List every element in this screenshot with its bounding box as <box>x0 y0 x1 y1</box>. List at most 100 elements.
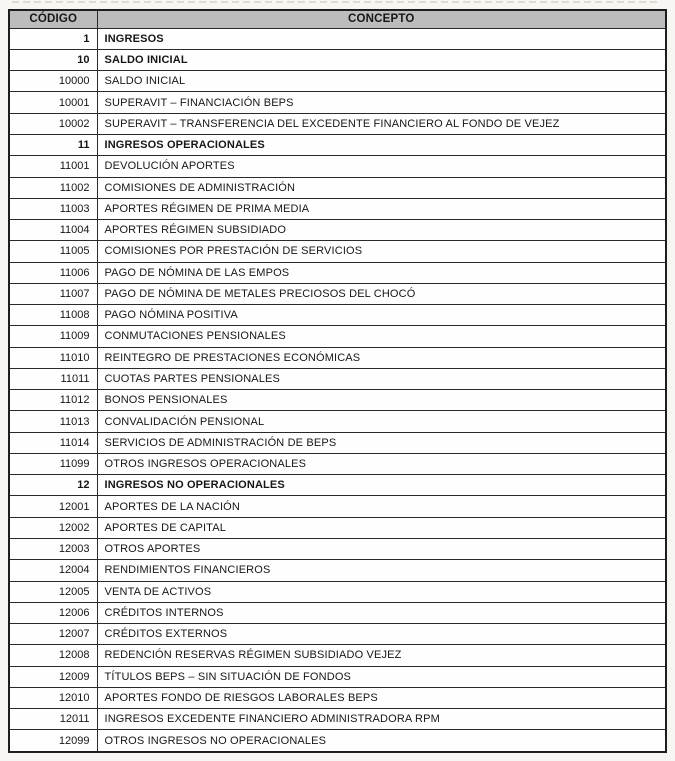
concepto-cell: PAGO NÓMINA POSITIVA <box>96 304 667 327</box>
codigo-cell: 10 <box>8 48 98 72</box>
concepto-cell: TÍTULOS BEPS – SIN SITUACIÓN DE FONDOS <box>96 665 667 688</box>
table-row: 12002 APORTES DE CAPITAL <box>8 516 667 540</box>
concepto-cell: OTROS INGRESOS OPERACIONALES <box>96 452 667 476</box>
codigo-cell: 11001 <box>8 155 98 178</box>
table-row: 11005 COMISIONES POR PRESTACIÓN DE SERVIC… <box>8 240 667 263</box>
concepto-cell: APORTES DE CAPITAL <box>96 516 667 540</box>
table-row: 12009 TÍTULOS BEPS – SIN SITUACIÓN DE FON… <box>8 665 667 688</box>
table-row: 10002 SUPERAVIT – TRANSFERENCIA DEL EXCED… <box>8 112 667 135</box>
concepto-cell: SALDO INICIAL <box>96 48 667 72</box>
table-row: 12099 OTROS INGRESOS NO OPERACIONALES <box>8 729 667 753</box>
table-row: 11002 COMISIONES DE ADMINISTRACIÓN <box>8 176 667 199</box>
codigo-cell: 11011 <box>8 367 98 391</box>
codigo-cell: 11006 <box>8 261 98 284</box>
concepto-cell: OTROS APORTES <box>96 538 667 561</box>
codigo-cell: 12007 <box>8 623 98 646</box>
codigo-cell: 12003 <box>8 538 98 561</box>
table-row: 12001 APORTES DE LA NACIÓN <box>8 495 667 518</box>
codigo-cell: 11013 <box>8 410 98 433</box>
codigo-cell: 11099 <box>8 452 98 476</box>
concepto-cell: CONMUTACIONES PENSIONALES <box>96 325 667 348</box>
concepto-cell: DEVOLUCIÓN APORTES <box>96 155 667 178</box>
column-header-concepto: CONCEPTO <box>96 9 667 29</box>
header-row: CÓDIGO CONCEPTO <box>8 9 667 29</box>
table-row: 11011 CUOTAS PARTES PENSIONALES <box>8 367 667 391</box>
codigo-cell: 11004 <box>8 219 98 242</box>
table-row: 10001 SUPERAVIT – FINANCIACIÓN BEPS <box>8 91 667 114</box>
table-row: 11006 PAGO DE NÓMINA DE LAS EMPOS <box>8 261 667 284</box>
table-row: 12011 INGRESOS EXCEDENTE FINANCIERO ADMIN… <box>8 708 667 731</box>
codigo-cell: 11009 <box>8 325 98 348</box>
table-row: 12 INGRESOS NO OPERACIONALES <box>8 474 667 497</box>
table-body: 1 INGRESOS 10 SALDO INICIAL 10000 SALDO INICI… <box>8 27 667 753</box>
concepto-cell: INGRESOS OPERACIONALES <box>96 133 667 157</box>
table-row: 12004 RENDIMIENTOS FINANCIEROS <box>8 559 667 582</box>
concepto-cell: SUPERAVIT – FINANCIACIÓN BEPS <box>96 91 667 114</box>
table-row: 12008 REDENCIÓN RESERVAS RÉGIMEN SUBSIDIA… <box>8 644 667 667</box>
concepto-cell: SALDO INICIAL <box>96 70 667 93</box>
codigo-cell: 12010 <box>8 686 98 710</box>
concepto-cell: SERVICIOS DE ADMINISTRACIÓN DE BEPS <box>96 431 667 454</box>
codigo-cell: 11014 <box>8 431 98 454</box>
table-row: 12007 CRÉDITOS EXTERNOS <box>8 623 667 646</box>
concepto-cell: INGRESOS EXCEDENTE FINANCIERO ADMINISTRA… <box>96 708 667 731</box>
concepto-cell: APORTES RÉGIMEN SUBSIDIADO <box>96 219 667 242</box>
codigo-cell: 12001 <box>8 495 98 518</box>
concepto-cell: CUOTAS PARTES PENSIONALES <box>96 367 667 391</box>
concepto-cell: CRÉDITOS EXTERNOS <box>96 623 667 646</box>
codigo-cell: 12005 <box>8 580 98 603</box>
table-row: 11012 BONOS PENSIONALES <box>8 389 667 412</box>
concepto-cell: APORTES DE LA NACIÓN <box>96 495 667 518</box>
concepto-cell: BONOS PENSIONALES <box>96 389 667 412</box>
table-row: 12006 CRÉDITOS INTERNOS <box>8 601 667 625</box>
table-row: 11009 CONMUTACIONES PENSIONALES <box>8 325 667 348</box>
codigo-cell: 10001 <box>8 91 98 114</box>
codigo-cell: 11005 <box>8 240 98 263</box>
budget-codes-table: CÓDIGO CONCEPTO 1 INGRESOS 10 SALDO INICIAL… <box>8 9 667 753</box>
codigo-cell: 12 <box>8 474 98 497</box>
codigo-cell: 10000 <box>8 70 98 93</box>
codigo-cell: 12009 <box>8 665 98 688</box>
concepto-cell: APORTES RÉGIMEN DE PRIMA MEDIA <box>96 197 667 221</box>
table-row: 11099 OTROS INGRESOS OPERACIONALES <box>8 452 667 476</box>
table-row: 11003 APORTES RÉGIMEN DE PRIMA MEDIA <box>8 197 667 221</box>
concepto-cell: INGRESOS <box>96 27 667 50</box>
table-row: 11007 PAGO DE NÓMINA DE METALES PRECIOSOS… <box>8 282 667 306</box>
concepto-cell: PAGO DE NÓMINA DE LAS EMPOS <box>96 261 667 284</box>
column-header-codigo: CÓDIGO <box>8 9 98 29</box>
table-row: 12010 APORTES FONDO DE RIESGOS LABORALES … <box>8 686 667 710</box>
table-row: 11014 SERVICIOS DE ADMINISTRACIÓN DE BEPS <box>8 431 667 454</box>
table-row: 11 INGRESOS OPERACIONALES <box>8 133 667 157</box>
concepto-cell: OTROS INGRESOS NO OPERACIONALES <box>96 729 667 753</box>
table-row: 12003 OTROS APORTES <box>8 538 667 561</box>
table-row: 12005 VENTA DE ACTIVOS <box>8 580 667 603</box>
codigo-cell: 12006 <box>8 601 98 625</box>
concepto-cell: CRÉDITOS INTERNOS <box>96 601 667 625</box>
table-row: 10 SALDO INICIAL <box>8 48 667 72</box>
table-row: 11001 DEVOLUCIÓN APORTES <box>8 155 667 178</box>
codigo-cell: 11008 <box>8 304 98 327</box>
scan-artifact-line <box>12 1 657 3</box>
codigo-cell: 11002 <box>8 176 98 199</box>
codigo-cell: 11 <box>8 133 98 157</box>
codigo-cell: 12099 <box>8 729 98 753</box>
codigo-cell: 11010 <box>8 346 98 369</box>
concepto-cell: PAGO DE NÓMINA DE METALES PRECIOSOS DEL … <box>96 282 667 306</box>
table-row: 11004 APORTES RÉGIMEN SUBSIDIADO <box>8 219 667 242</box>
codigo-cell: 12002 <box>8 516 98 540</box>
codigo-cell: 11012 <box>8 389 98 412</box>
table-row: 10000 SALDO INICIAL <box>8 70 667 93</box>
codigo-cell: 12011 <box>8 708 98 731</box>
concepto-cell: CONVALIDACIÓN PENSIONAL <box>96 410 667 433</box>
codigo-cell: 12004 <box>8 559 98 582</box>
concepto-cell: COMISIONES DE ADMINISTRACIÓN <box>96 176 667 199</box>
concepto-cell: SUPERAVIT – TRANSFERENCIA DEL EXCEDENTE … <box>96 112 667 135</box>
concepto-cell: INGRESOS NO OPERACIONALES <box>96 474 667 497</box>
concepto-cell: COMISIONES POR PRESTACIÓN DE SERVICIOS <box>96 240 667 263</box>
codigo-cell: 10002 <box>8 112 98 135</box>
table-header: CÓDIGO CONCEPTO <box>8 9 667 29</box>
codigo-cell: 12008 <box>8 644 98 667</box>
concepto-cell: RENDIMIENTOS FINANCIEROS <box>96 559 667 582</box>
concepto-cell: APORTES FONDO DE RIESGOS LABORALES BEPS <box>96 686 667 710</box>
codigo-cell: 11007 <box>8 282 98 306</box>
